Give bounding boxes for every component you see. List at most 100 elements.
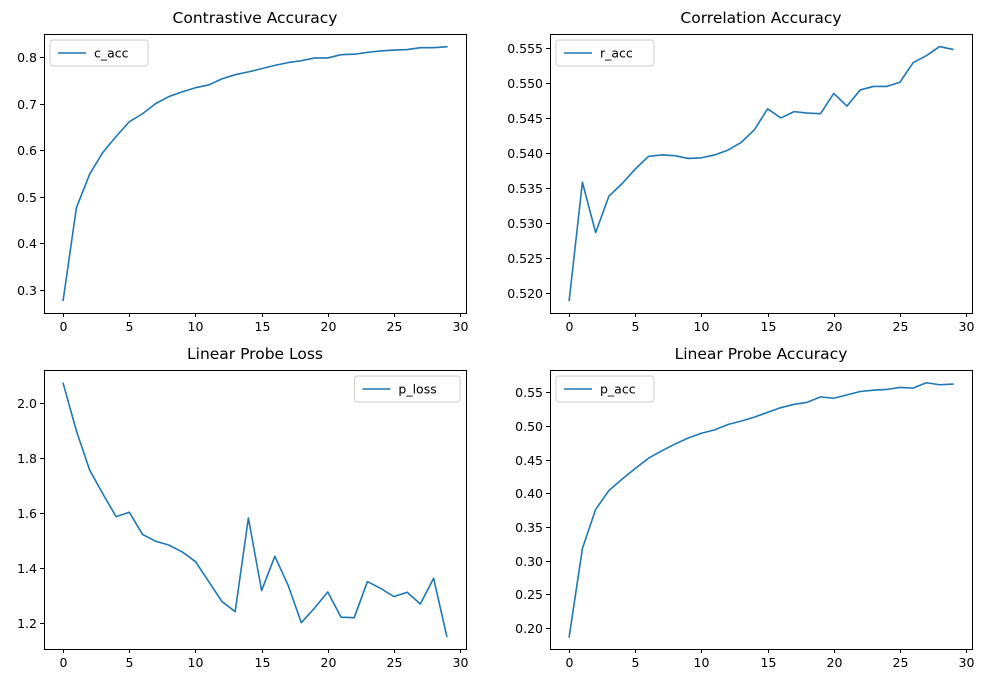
p_loss-point <box>340 616 342 618</box>
x-tick-label: 0 <box>60 655 68 670</box>
r_acc-point <box>647 155 649 157</box>
legend-label: c_acc <box>94 46 129 61</box>
x-tick-label: 30 <box>453 319 469 334</box>
x-tick-label: 15 <box>761 655 777 670</box>
x-tick-label: 5 <box>126 319 134 334</box>
y-tick-label: 0.8 <box>17 50 37 65</box>
p_loss-point <box>102 493 104 495</box>
y-tick-label: 0.50 <box>515 419 543 434</box>
c_acc-point <box>432 47 434 49</box>
p_loss-point <box>327 591 329 593</box>
p_acc-point <box>859 390 861 392</box>
c_acc-point <box>287 61 289 63</box>
x-tick-label: 15 <box>255 655 271 670</box>
c_acc-point <box>274 64 276 66</box>
r_acc-point <box>568 299 570 301</box>
r_acc-point <box>912 61 914 63</box>
x-tick-label: 25 <box>387 319 403 334</box>
x-tick-label: 15 <box>761 319 777 334</box>
y-tick-label: 0.5 <box>17 190 37 205</box>
c_acc-point <box>446 46 448 48</box>
r_acc-point <box>608 195 610 197</box>
contrastive-accuracy-subplot: Contrastive Accuracy 0 5 10 15 20 25 30 0.3 0.4 0.… <box>17 9 468 334</box>
r_acc-point <box>859 89 861 91</box>
contrastive-accuracy-legend: c_acc <box>49 39 149 67</box>
y-tick-label: 0.4 <box>17 236 37 251</box>
x-tick-label: 30 <box>959 319 975 334</box>
p_acc-point <box>833 397 835 399</box>
p_acc-point <box>925 382 927 384</box>
r_acc-point <box>938 45 940 47</box>
r_acc-point <box>833 92 835 94</box>
linear-probe-loss-title: Linear Probe Loss <box>187 345 323 363</box>
p_acc-point <box>806 401 808 403</box>
x-tick-label: 0 <box>566 655 574 670</box>
p_loss-point <box>234 610 236 612</box>
y-tick-label: 0.550 <box>507 76 543 91</box>
c_acc-point <box>155 102 157 104</box>
legend-frame <box>555 39 655 67</box>
c_acc-point <box>379 50 381 52</box>
p_loss-point <box>75 430 77 432</box>
p_acc-point <box>952 383 954 385</box>
p_loss-point <box>260 589 262 591</box>
p_acc-point <box>780 406 782 408</box>
linear-probe-accuracy-title: Linear Probe Accuracy <box>675 345 848 363</box>
y-tick-label: 1.6 <box>17 506 37 521</box>
p_acc-point <box>594 508 596 510</box>
c_acc-point <box>340 53 342 55</box>
y-tick-label: 0.545 <box>507 111 543 126</box>
legend-frame <box>49 39 149 67</box>
p_loss-point <box>194 560 196 562</box>
c_acc-point <box>75 206 77 208</box>
c_acc-point <box>181 91 183 93</box>
r_acc-point <box>806 112 808 114</box>
y-tick-label: 0.525 <box>507 251 543 266</box>
p_loss-point <box>432 577 434 579</box>
c_acc-point <box>247 71 249 73</box>
x-tick-label: 25 <box>893 319 909 334</box>
correlation-accuracy-subplot: Correlation Accuracy 0 5 10 15 20 25 30 0.520 0.5… <box>507 9 974 334</box>
y-tick-label: 0.45 <box>515 453 543 468</box>
c_acc-point <box>62 299 64 301</box>
c_acc-point <box>208 84 210 86</box>
p_acc-point <box>846 394 848 396</box>
correlation-accuracy-title: Correlation Accuracy <box>680 9 841 27</box>
linear-probe-accuracy-axes-frame <box>550 370 973 650</box>
legend-frame <box>353 375 461 403</box>
y-tick-label: 0.530 <box>507 216 543 231</box>
linear-probe-loss-axes-frame <box>44 370 467 650</box>
x-tick-label: 5 <box>126 655 134 670</box>
y-tick-label: 0.20 <box>515 621 543 636</box>
y-tick-label: 1.4 <box>17 561 37 576</box>
y-tick-label: 0.40 <box>515 486 543 501</box>
x-tick-label: 0 <box>566 319 574 334</box>
x-tick-label: 15 <box>255 319 271 334</box>
r_acc-point <box>753 129 755 131</box>
linear-probe-accuracy-subplot: Linear Probe Accuracy 0 5 10 15 20 25 30 0.20 0.2… <box>515 345 974 670</box>
x-tick-label: 20 <box>827 655 843 670</box>
p_acc-point <box>674 443 676 445</box>
p_loss-point <box>393 595 395 597</box>
p_acc-point <box>568 636 570 638</box>
c_acc-point <box>115 135 117 137</box>
p_acc-line <box>568 381 954 638</box>
p_acc-point <box>621 478 623 480</box>
y-tick-label: 1.8 <box>17 451 37 466</box>
c_acc-point <box>260 67 262 69</box>
p_acc-point <box>766 411 768 413</box>
x-tick-label: 30 <box>959 655 975 670</box>
p_loss-point <box>366 580 368 582</box>
p_acc-point <box>700 432 702 434</box>
correlation-accuracy-axes-frame <box>550 34 973 314</box>
c_acc-point <box>366 51 368 53</box>
y-tick-label: 0.25 <box>515 587 543 602</box>
r_acc-point <box>819 113 821 115</box>
legend-label: p_loss <box>398 382 436 397</box>
p_loss-point <box>300 621 302 623</box>
p_loss-point <box>406 591 408 593</box>
r_acc-point <box>727 149 729 151</box>
p_loss-point <box>221 600 223 602</box>
